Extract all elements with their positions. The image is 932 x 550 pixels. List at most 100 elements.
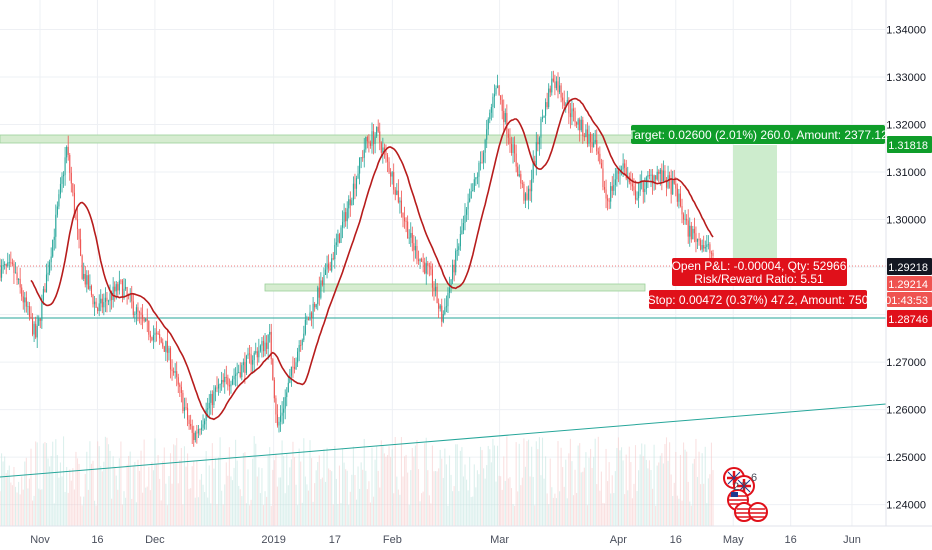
candle-body — [397, 190, 399, 203]
volume-bar — [483, 468, 485, 526]
volume-bar — [495, 481, 497, 526]
volume-bar — [123, 491, 125, 526]
position-labels[interactable]: Target: 0.02600 (2.01%) 260.0, Amount: 2… — [628, 125, 888, 309]
volume-bar — [425, 437, 427, 526]
volume-bar — [276, 486, 278, 526]
candle-body — [597, 151, 599, 154]
volume-bar — [222, 504, 224, 526]
volume-bar — [371, 447, 373, 526]
stop-label[interactable]: Stop: 0.00472 (0.37%) 47.2, Amount: 750 — [648, 290, 869, 309]
candle-body — [179, 384, 181, 387]
candle-body — [252, 360, 254, 365]
candle-body — [619, 169, 621, 174]
volume-bar — [554, 493, 556, 526]
candle-body — [259, 345, 261, 351]
candle-body — [489, 112, 491, 119]
candle-body — [371, 131, 373, 146]
volume-bar — [250, 499, 252, 526]
candle-body — [621, 169, 623, 171]
time-axis[interactable]: Nov 16 Dec 2019 17 Feb Mar Apr 16 May 16 Jun — [30, 534, 861, 546]
volume-bar — [27, 488, 29, 526]
candle-body — [461, 230, 463, 234]
volume-bar — [448, 455, 451, 526]
volume-bar — [386, 454, 389, 526]
target-zone[interactable] — [733, 145, 777, 266]
us-flag-icon[interactable] — [748, 502, 768, 522]
stop-price-value: 1.28746 — [888, 314, 928, 326]
candle-body — [479, 162, 482, 164]
candle-body — [94, 301, 96, 305]
candle-body — [56, 206, 58, 215]
candle-body — [701, 245, 703, 250]
volume-bar — [176, 438, 178, 526]
volume-bar — [520, 485, 522, 526]
candle-body — [658, 171, 660, 174]
volume-bar — [489, 449, 491, 526]
candle-body — [385, 150, 387, 156]
candle-body — [413, 243, 415, 251]
volume-bar — [676, 495, 678, 526]
volume-bar — [283, 456, 285, 526]
candle-body — [235, 374, 237, 376]
candle-body — [204, 420, 206, 425]
volume-bar — [272, 469, 274, 526]
open-pl-label[interactable]: Open P&L: -0.00004, Qty: 52966 Risk/Rewa… — [672, 258, 847, 286]
volume-bar — [512, 504, 514, 526]
volume-bar — [373, 496, 375, 526]
target-price-tag: 1.31818 — [887, 136, 932, 153]
target-label[interactable]: Target: 0.02600 (2.01%) 260.0, Amount: 2… — [628, 125, 888, 144]
candle-body — [196, 432, 198, 434]
candle-body — [602, 168, 604, 188]
candle-body — [5, 264, 7, 267]
volume-bar — [710, 442, 712, 526]
volume-bar — [517, 491, 519, 526]
volume-bar — [470, 497, 472, 526]
volume-bar — [531, 446, 533, 526]
volume-bar — [689, 501, 691, 526]
volume-bar — [365, 470, 367, 526]
volume-bar — [346, 470, 348, 526]
volume-bar — [204, 492, 206, 526]
candle-body — [149, 334, 151, 338]
candle-body — [126, 287, 128, 295]
candle-body — [360, 157, 362, 159]
candle-body — [507, 133, 509, 138]
candle-body — [467, 201, 469, 210]
volume-bar — [504, 480, 506, 526]
candle-body — [49, 262, 51, 273]
candle-body — [185, 407, 187, 409]
moving-average-line — [30, 97, 714, 421]
candle-body — [219, 384, 221, 385]
candle-body — [182, 392, 184, 412]
trend-line[interactable] — [0, 403, 887, 478]
volume-bar — [145, 487, 147, 526]
volume-bar — [428, 495, 430, 526]
candle-body — [148, 320, 150, 335]
volume-bar — [338, 465, 340, 526]
candle-body — [168, 348, 170, 353]
candle-body — [351, 200, 353, 206]
economic-events[interactable]: 6 2 7 — [723, 467, 768, 522]
candle-body — [132, 301, 134, 315]
candle-body — [687, 220, 689, 237]
candle-body — [293, 366, 296, 370]
volume-bar — [400, 437, 402, 526]
volume-bar — [269, 447, 271, 526]
volume-bar — [673, 482, 675, 526]
candle-body — [210, 393, 212, 403]
candle-body — [393, 172, 395, 190]
candle-body — [652, 174, 654, 184]
event-count-a: 6 — [751, 472, 757, 484]
volume-bar — [690, 505, 692, 526]
volume-bar — [462, 476, 464, 526]
candle-body — [213, 391, 215, 406]
volume-bar — [524, 466, 526, 526]
volume-bar — [610, 493, 612, 526]
y-tick-label: 1.34000 — [886, 24, 926, 36]
volume-bar — [585, 452, 587, 526]
candle-body — [404, 217, 406, 222]
candle-body — [290, 366, 292, 376]
candle-body — [377, 126, 379, 132]
